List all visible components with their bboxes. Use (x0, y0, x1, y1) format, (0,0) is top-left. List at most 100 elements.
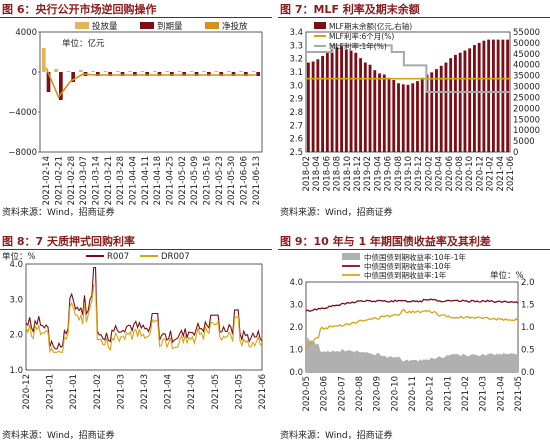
y-tick-label: 3.0 (289, 81, 303, 91)
bar-到期量 (46, 72, 51, 92)
legend-swatch (140, 22, 154, 29)
legend-swatch (314, 22, 326, 29)
bar-到期量 (145, 72, 150, 76)
x-tick-label: 2021-06-13 (252, 156, 262, 205)
x-tick-label: 2021-04-25 (166, 156, 176, 205)
legend-swatch (205, 22, 219, 29)
bar-到期量 (59, 72, 63, 100)
x-tick-label: 2020-07 (337, 376, 347, 412)
x-tick-label: 2021-05 (234, 374, 244, 410)
y2-tick-label: 1.5 (521, 301, 535, 311)
bar-mlf-balance (506, 39, 510, 152)
bar-到期量 (231, 72, 236, 76)
bar-mlf-balance (316, 59, 320, 152)
y-tick-label: 2.7 (289, 121, 303, 131)
bar-mlf-balance (378, 73, 381, 152)
panel-source: 资料来源：Wind，招商证券 (2, 208, 115, 218)
bar-投放量 (226, 71, 231, 72)
y2-tick-label: 0.5 (521, 346, 535, 356)
bar-mlf-balance (354, 52, 358, 152)
panel-title-bar: 图 6：央行公开市场逆回购操作 (0, 0, 272, 18)
x-tick-label: 2021-01 (46, 374, 56, 410)
legend-swatch (75, 22, 89, 29)
x-tick-label: 2021-02 (93, 374, 103, 410)
y-tick-label: −4000 (8, 108, 37, 118)
bar-到期量 (170, 72, 174, 76)
legend-label: 中债国债到期收益率:1年 (364, 270, 447, 280)
bar-投放量 (103, 71, 108, 72)
y-tick-label: 3.0 (9, 295, 23, 305)
line-1y (305, 308, 519, 348)
bar-mlf-balance (425, 74, 429, 152)
bar-到期量 (219, 72, 224, 76)
y-tick-label: 1.0 (9, 366, 23, 376)
x-tick-label: 2021-04 (187, 374, 197, 410)
bar-mlf-balance (482, 40, 486, 152)
bar-投放量 (251, 71, 256, 72)
legend-label: R007 (107, 252, 129, 262)
y-tick-label: 3.1 (289, 68, 303, 78)
chart-repo-rate: 4.0 3.0 2.0 1.0 单位：% R007 DR007 2020-12 2021-01 2… (2, 252, 268, 410)
y2-tick-label: 1.0 (521, 323, 535, 333)
x-tick-label: 2021-05-23 (215, 156, 225, 205)
x-tick-label: 2018-12 (353, 156, 363, 192)
legend-swatch (342, 253, 360, 260)
panel-treasury-yield: 图 9：10 年与 1 年期国债收益率及其利差 4.0 3.0 2.0 1.0 0.0 2… (278, 232, 550, 442)
x-tick-label: 2021-02 (486, 156, 496, 192)
legend-label: 到期量 (157, 22, 183, 32)
y2-tick-label: 55000 (513, 28, 540, 38)
bar-mlf-balance (477, 42, 481, 152)
y-tick-label: 3.2 (289, 55, 303, 65)
x-tick-label: 2021-02 (461, 376, 471, 412)
x-tick-label: 2021-04 (496, 156, 506, 192)
panel-mlf: 图 7：MLF 利率及期末余额 3.4 3.3 3.2 3.1 3.0 2.9 2.8 2.7… (278, 0, 550, 221)
panel-title: 图 8：7 天质押式回购利率 (2, 235, 135, 248)
bar-mlf-balance (491, 39, 495, 152)
x-tick-label: 2020-05 (302, 376, 312, 412)
x-tick-label: 2021-05-02 (178, 156, 188, 205)
bar-mlf-balance (472, 45, 476, 152)
x-tick-label: 2021-04 (164, 374, 174, 410)
line-R007 (25, 266, 263, 350)
x-tick-label: 2018-08 (333, 156, 343, 192)
x-tick-label: 2021-03-28 (116, 156, 126, 205)
bar-mlf-balance (392, 80, 396, 152)
line-10y (305, 298, 519, 313)
panel-source: 资料来源：Wind，招商证券 (2, 431, 115, 441)
bar-mlf-balance (359, 58, 362, 152)
x-tick-label: 2020-06 (320, 376, 330, 412)
legend-label: MLF利率:6个月(%) (329, 31, 394, 41)
y2-tick-label: 15000 (513, 115, 540, 125)
area-spread (306, 337, 518, 372)
panel-title-bar: 图 8：7 天质押式回购利率 (0, 232, 272, 250)
y2-tick-label: 2.0 (521, 278, 535, 288)
plot-frame (39, 31, 263, 153)
y2-tick-label: 45000 (513, 50, 540, 60)
x-tick-label: 2020-08 (455, 156, 465, 192)
x-tick-label: 2021-03 (116, 374, 126, 410)
bar-到期量 (108, 72, 113, 76)
y2-tick-label: 5000 (513, 137, 535, 147)
panel-title-bar: 图 7：MLF 利率及期末余额 (278, 0, 550, 18)
bar-mlf-balance (416, 81, 419, 152)
x-tick-label: 2021-04-04 (129, 156, 139, 205)
bar-投放量 (78, 70, 83, 72)
bar-到期量 (207, 72, 211, 76)
bar-mlf-balance (444, 62, 448, 152)
bar-mlf-balance (430, 72, 434, 152)
legend-label: MLF期末余额(亿元,右轴) (329, 21, 412, 31)
y-tick-label: 3.3 (289, 41, 303, 51)
bar-mlf-balance (439, 65, 443, 152)
x-tick-label: 2019-12 (414, 156, 424, 192)
bar-mlf-balance (344, 49, 348, 152)
y-tick-label: −8000 (8, 148, 37, 158)
x-tick-label: 2020-10 (390, 376, 400, 412)
bar-mlf-balance (335, 47, 339, 152)
bar-mlf-balance (458, 52, 462, 152)
y-tick-label: 1.0 (289, 346, 303, 356)
bar-投放量 (54, 69, 58, 72)
bar-投放量 (140, 71, 145, 72)
bar-mlf-balance (325, 52, 329, 152)
x-tick-label: 2019-06 (384, 156, 394, 192)
